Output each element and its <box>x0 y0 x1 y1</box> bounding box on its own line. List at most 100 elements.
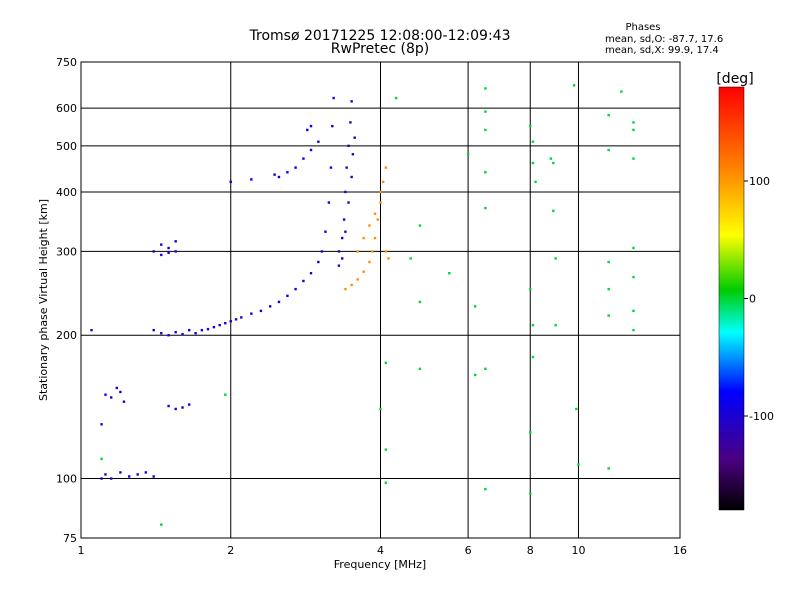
data-point <box>575 407 578 411</box>
data-point <box>167 334 170 337</box>
data-point <box>302 157 305 160</box>
data-point <box>286 294 289 298</box>
data-point <box>268 305 272 308</box>
data-point <box>100 423 103 426</box>
data-point <box>109 477 113 480</box>
data-point <box>376 218 379 221</box>
data-point <box>294 287 297 291</box>
data-point <box>229 320 232 323</box>
data-point <box>181 333 184 336</box>
data-points <box>90 84 635 526</box>
data-point <box>160 243 163 246</box>
data-point <box>529 287 532 291</box>
data-point <box>327 201 331 204</box>
data-point <box>302 279 305 283</box>
data-point <box>351 153 355 156</box>
data-point <box>529 124 532 128</box>
data-point <box>607 148 610 152</box>
data-point <box>362 270 365 273</box>
data-point <box>194 331 197 335</box>
y-tick-label: 500 <box>56 140 77 153</box>
data-point <box>174 250 177 253</box>
data-point <box>484 206 487 210</box>
data-point <box>350 100 353 103</box>
data-point <box>384 481 388 484</box>
data-point <box>115 386 118 390</box>
data-point <box>229 180 232 184</box>
data-point <box>607 260 610 264</box>
data-point <box>309 272 313 275</box>
data-point <box>342 218 346 221</box>
data-point <box>368 260 371 264</box>
data-point <box>337 250 341 253</box>
data-point <box>632 328 635 332</box>
data-point <box>362 236 365 240</box>
y-tick-label: 200 <box>56 329 77 342</box>
data-point <box>329 166 333 169</box>
data-point <box>552 161 555 165</box>
data-point <box>152 475 155 478</box>
data-point <box>531 140 535 143</box>
data-point <box>331 124 334 128</box>
x-tick-label: 10 <box>571 544 585 557</box>
x-tick-label: 6 <box>465 544 472 557</box>
data-point <box>273 173 276 176</box>
data-point <box>152 250 155 253</box>
data-point <box>418 367 422 371</box>
data-point <box>353 136 356 139</box>
data-point <box>607 314 610 317</box>
data-point <box>409 257 412 260</box>
data-point <box>349 121 352 124</box>
colorbar-tick-label: 0 <box>749 293 756 306</box>
y-tick-label: 600 <box>56 102 77 115</box>
y-axis-ticks: 75 100 200 300 400 500 600 750 <box>56 56 77 545</box>
data-point <box>387 257 390 260</box>
data-point <box>554 323 557 327</box>
data-point <box>534 180 537 184</box>
y-axis-label: Stationary phase Virtual Height [km] <box>37 199 50 401</box>
data-point <box>144 471 148 474</box>
data-point <box>554 257 557 260</box>
y-tick-label: 750 <box>56 56 77 69</box>
data-point <box>384 250 388 253</box>
data-point <box>218 323 221 327</box>
y-tick-label: 300 <box>56 245 77 258</box>
data-point <box>607 287 610 291</box>
x-tick-label: 16 <box>673 544 687 557</box>
legend-title: Phases <box>625 22 660 33</box>
data-point <box>347 144 350 148</box>
data-point <box>234 318 238 321</box>
data-point <box>340 257 344 260</box>
data-point <box>309 148 313 152</box>
grid-lines <box>81 62 680 538</box>
data-point <box>632 121 635 124</box>
data-point <box>356 250 359 253</box>
data-point <box>212 325 216 329</box>
data-point <box>224 393 227 396</box>
data-point <box>160 523 163 526</box>
data-point <box>122 400 126 403</box>
data-point <box>277 175 281 179</box>
x-axis-ticks: 1 2 4 6 8 10 16 <box>78 544 688 557</box>
data-point <box>632 246 635 250</box>
data-point <box>356 278 359 281</box>
x-tick-label: 4 <box>377 544 384 557</box>
data-point <box>136 473 139 476</box>
data-point <box>473 305 477 308</box>
data-point <box>181 406 184 409</box>
data-point <box>466 153 470 156</box>
data-point <box>200 328 204 332</box>
data-point <box>350 283 353 287</box>
data-point <box>100 477 103 480</box>
data-point <box>259 309 263 313</box>
colorbar-tick-label: 100 <box>749 175 770 188</box>
chart-title: Tromsø 20171225 12:08:00-12:09:43 <box>249 28 511 44</box>
data-point <box>632 157 635 160</box>
colorbar-ticks: 100 0 -100 <box>744 175 774 423</box>
data-point <box>484 171 487 174</box>
data-point <box>345 166 348 169</box>
data-point <box>240 316 243 319</box>
data-point <box>187 328 191 332</box>
data-point <box>531 161 535 165</box>
